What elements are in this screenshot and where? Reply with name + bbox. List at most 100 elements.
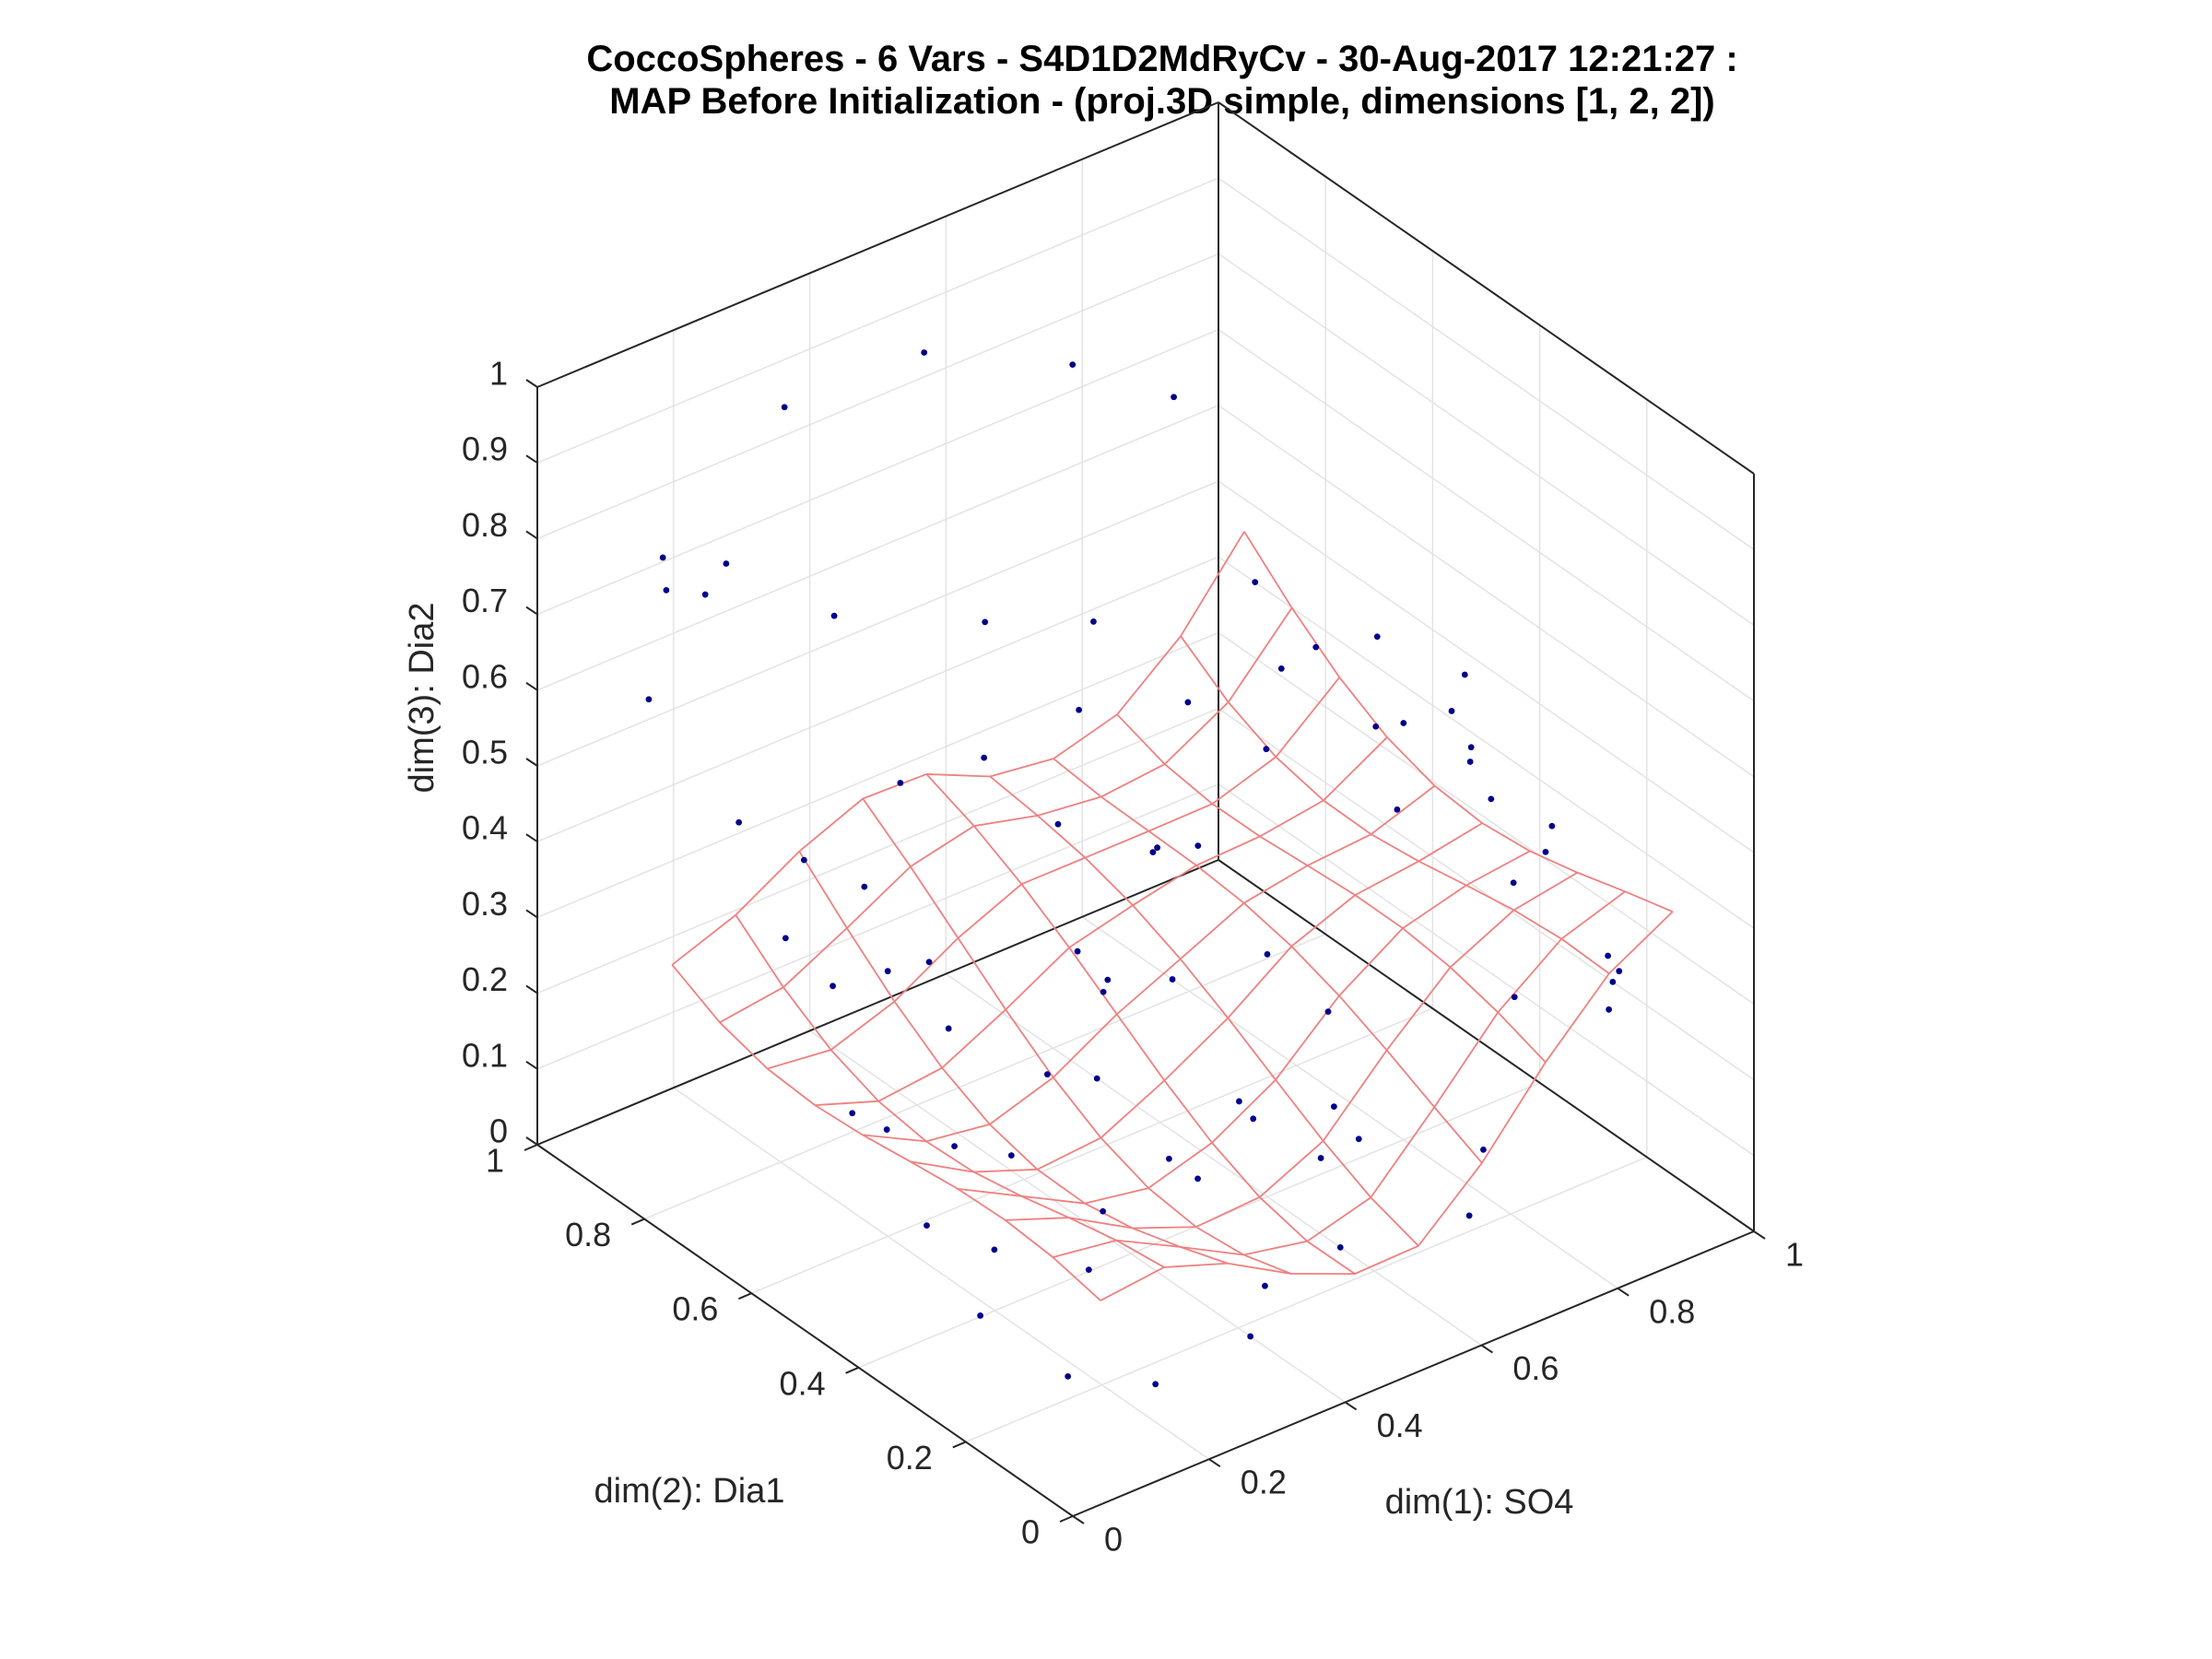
- x-gridline: [945, 972, 1482, 1347]
- map-mesh-edge: [1084, 856, 1134, 906]
- data-point: [1085, 1266, 1092, 1274]
- map-mesh-edge: [1322, 1049, 1388, 1142]
- data-point: [1184, 699, 1192, 706]
- z-gridline: [1218, 631, 1755, 1006]
- som-map-mesh: [671, 531, 1674, 1301]
- map-mesh-edge: [973, 825, 1023, 885]
- data-point: [1171, 394, 1177, 401]
- data-point: [1400, 720, 1407, 726]
- map-mesh-edge: [1116, 1239, 1181, 1248]
- map-mesh-edge: [973, 1168, 1038, 1173]
- map-mesh-edge: [877, 1100, 927, 1143]
- data-point: [1194, 1175, 1201, 1182]
- map-mesh-edge: [1354, 894, 1404, 929]
- z-tick: [525, 1136, 538, 1146]
- map-mesh-edge: [1180, 1245, 1244, 1256]
- x-axis-label: dim(1): SO4: [1385, 1483, 1574, 1522]
- x-tick: [1480, 1344, 1493, 1354]
- data-point: [1074, 947, 1081, 955]
- map-mesh-edge: [1021, 1194, 1086, 1205]
- data-point: [1090, 618, 1097, 625]
- data-point: [1488, 795, 1495, 803]
- data-point: [659, 554, 666, 561]
- data-point: [1152, 1381, 1159, 1388]
- map-mesh-edge: [989, 758, 1054, 778]
- axes-box: [536, 101, 1755, 1517]
- x-tick-label: 0.4: [1377, 1406, 1423, 1444]
- data-point: [1165, 1155, 1172, 1162]
- y-tick-label: 0.8: [565, 1216, 611, 1253]
- data-point: [849, 1110, 856, 1117]
- map-mesh-edge: [989, 1124, 1039, 1171]
- map-mesh-edge: [1577, 871, 1626, 893]
- y-tick-label: 1: [486, 1142, 504, 1180]
- data-point: [951, 1143, 958, 1150]
- box-edge: [1218, 859, 1755, 1232]
- map-mesh-edge: [1132, 1227, 1181, 1248]
- data-point: [1355, 1135, 1362, 1143]
- data-point: [1466, 759, 1474, 765]
- map-mesh-edge: [910, 865, 959, 939]
- map-mesh-edge: [989, 775, 1039, 817]
- data-point: [1465, 1212, 1473, 1219]
- map-mesh-edge: [846, 927, 896, 1003]
- data-point: [921, 349, 928, 356]
- map-mesh-edge: [1259, 1140, 1324, 1198]
- map-mesh-edge: [1100, 763, 1166, 798]
- y-tick: [524, 1144, 538, 1151]
- map-mesh-edge: [1275, 756, 1324, 802]
- map-mesh-edge: [1275, 677, 1341, 758]
- data-point: [861, 883, 868, 890]
- data-point: [1149, 849, 1157, 855]
- x-gridline: [809, 1030, 1347, 1404]
- data-point: [1263, 746, 1270, 753]
- z-tick-label: 0.5: [462, 734, 508, 771]
- data-point: [1194, 842, 1202, 850]
- map-mesh-edge: [1053, 1077, 1102, 1139]
- z-tick: [525, 454, 538, 465]
- data-point: [1236, 1098, 1242, 1105]
- data-point: [1093, 1075, 1100, 1082]
- map-mesh-edge: [1147, 830, 1197, 866]
- map-mesh-edge: [1338, 994, 1388, 1052]
- map-mesh-edge: [1259, 799, 1324, 838]
- data-point: [663, 587, 670, 594]
- map-mesh-edge: [862, 1134, 911, 1162]
- data-point: [1461, 671, 1468, 678]
- z-gridline: [1218, 253, 1755, 627]
- map-mesh-edge: [1115, 1239, 1165, 1268]
- data-point: [1606, 1006, 1613, 1013]
- map-mesh-edge: [1085, 830, 1149, 859]
- map-mesh-edge: [1116, 713, 1166, 765]
- data-point: [945, 1025, 952, 1032]
- map-mesh-edge: [1164, 701, 1230, 765]
- map-mesh-edge: [1338, 677, 1388, 738]
- data-point: [977, 1312, 983, 1319]
- map-mesh-edge: [1084, 1187, 1149, 1205]
- map-mesh-edge: [1227, 946, 1293, 1019]
- map-mesh-edge: [1068, 904, 1134, 948]
- data-point: [1609, 978, 1617, 985]
- y-tick: [1059, 1515, 1074, 1523]
- data-point: [1510, 879, 1517, 887]
- data-point: [701, 591, 709, 598]
- map-mesh-edge: [830, 1049, 879, 1102]
- data-point: [800, 856, 807, 864]
- map-mesh-edge: [1005, 1217, 1069, 1221]
- map-mesh-edge: [925, 773, 975, 827]
- data-point: [1100, 988, 1107, 995]
- box-edge: [536, 101, 1219, 388]
- map-mesh-edge: [1449, 909, 1515, 969]
- map-mesh-edge: [925, 1123, 991, 1143]
- data-point: [1007, 1152, 1015, 1159]
- data-point: [1262, 1282, 1268, 1289]
- x-tick-label: 0.8: [1649, 1292, 1695, 1330]
- chart-title-line-2: MAP Before Initialization - (proj.3D sim…: [609, 81, 1714, 122]
- data-point: [991, 1246, 998, 1253]
- map-mesh-edge: [1020, 1194, 1070, 1218]
- z-gridline: [536, 631, 1219, 919]
- data-point: [781, 404, 788, 411]
- z-gridline: [1218, 328, 1755, 702]
- map-mesh-edge: [1529, 850, 1578, 874]
- map-mesh-edge: [910, 1160, 959, 1190]
